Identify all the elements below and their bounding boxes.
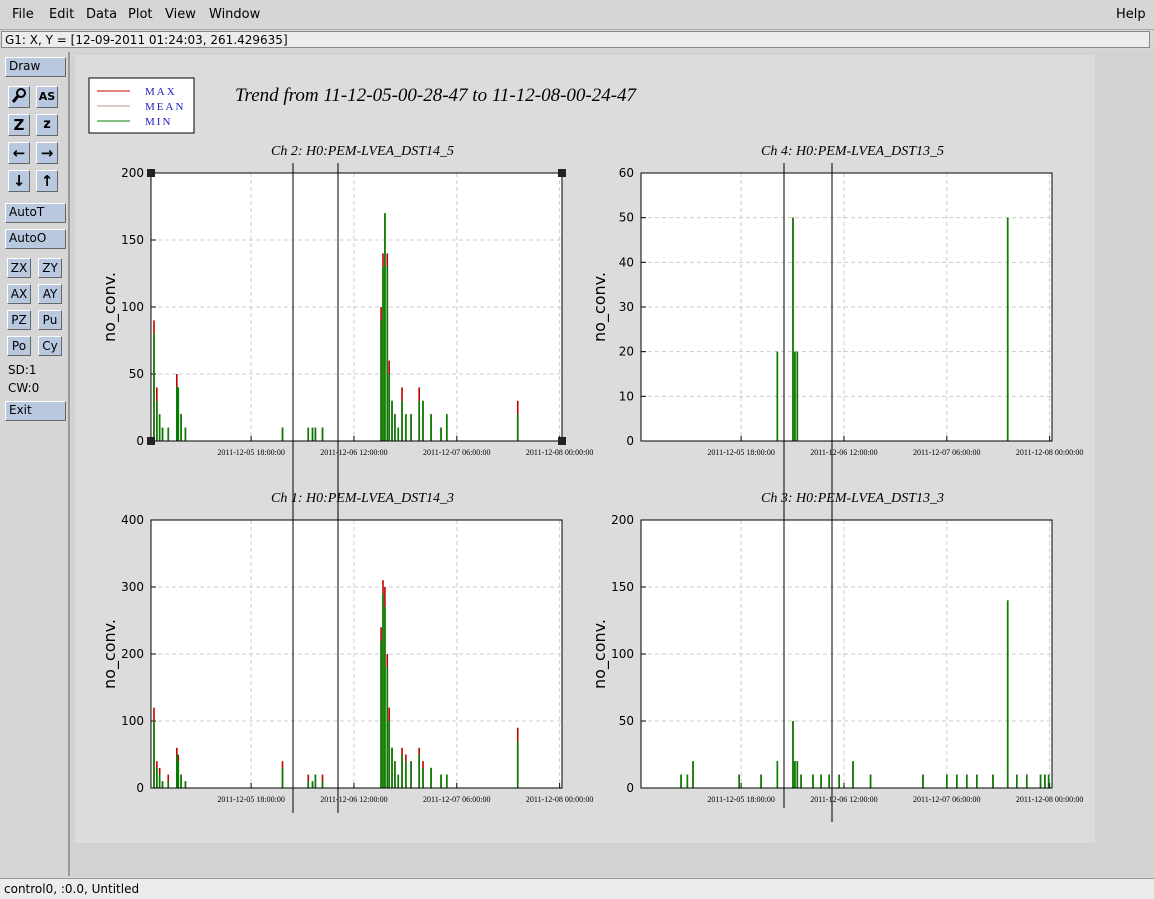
- small-button[interactable]: PZ: [7, 310, 31, 330]
- x-tick-label: 2011-12-08 00:00:00: [526, 448, 593, 457]
- small-button[interactable]: ZY: [38, 258, 62, 278]
- y-tick-label: 150: [121, 233, 144, 247]
- x-tick-label: 2011-12-07 06:00:00: [913, 795, 980, 804]
- icon-button[interactable]: ←: [8, 142, 30, 164]
- y-axis-label: no_conv.: [590, 619, 610, 689]
- y-tick-label: 100: [121, 714, 144, 728]
- auto-button[interactable]: AutoO: [5, 229, 66, 249]
- y-tick-label: 50: [129, 367, 144, 381]
- auto-button[interactable]: AutoT: [5, 203, 66, 223]
- y-tick-label: 10: [619, 389, 634, 403]
- plot-canvas: MAX MEAN MIN Trend from 11-12-05-00-28-47 …: [88, 77, 1084, 822]
- y-tick-label: 400: [121, 513, 144, 527]
- magnifier-icon: [11, 88, 26, 103]
- small-button[interactable]: ZX: [7, 258, 31, 278]
- x-tick-label: 2011-12-06 12:00:00: [320, 448, 387, 457]
- y-tick-label: 40: [619, 255, 634, 269]
- menu-item[interactable]: Data: [86, 7, 118, 22]
- y-axis-label: no_conv.: [590, 272, 610, 342]
- x-tick-label: 2011-12-08 00:00:00: [1016, 448, 1083, 457]
- chart-title: Ch 3: H0:PEM-LVEA_DST13_3: [761, 491, 944, 506]
- y-tick-label: 200: [121, 166, 144, 180]
- small-button[interactable]: AY: [38, 284, 62, 304]
- draw-button[interactable]: Draw: [5, 57, 66, 77]
- small-button[interactable]: Pu: [38, 310, 62, 330]
- menu-bar: File Edit Data Plot View Window Help: [0, 0, 1154, 30]
- x-tick-label: 2011-12-06 12:00:00: [810, 448, 877, 457]
- y-tick-label: 150: [611, 580, 634, 594]
- menu-item[interactable]: Window: [209, 7, 261, 22]
- y-tick-label: 0: [626, 434, 634, 448]
- y-tick-label: 20: [619, 345, 634, 359]
- footer: control0, :0.0, Untitled: [0, 878, 1154, 899]
- x-tick-label: 2011-12-08 00:00:00: [1016, 795, 1083, 804]
- x-tick-label: 2011-12-05 18:00:00: [707, 795, 774, 804]
- y-axis-label: no_conv.: [100, 619, 120, 689]
- x-tick-label: 2011-12-05 18:00:00: [217, 795, 284, 804]
- legend-label: MEAN: [145, 101, 185, 113]
- info-label: CW:0: [8, 381, 40, 395]
- icon-button[interactable]: ↓: [8, 170, 30, 192]
- x-tick-label: 2011-12-07 06:00:00: [423, 795, 490, 804]
- y-tick-label: 200: [121, 647, 144, 661]
- icon-button[interactable]: AS: [36, 86, 58, 108]
- y-tick-label: 0: [136, 781, 144, 795]
- x-tick-label: 2011-12-08 00:00:00: [526, 795, 593, 804]
- plot-border: [150, 519, 563, 789]
- y-tick-label: 100: [611, 647, 634, 661]
- plot-border: [640, 519, 1053, 789]
- y-tick-label: 60: [619, 166, 634, 180]
- icon-button[interactable]: Z: [8, 114, 30, 136]
- y-tick-label: 50: [619, 714, 634, 728]
- x-tick-label: 2011-12-07 06:00:00: [913, 448, 980, 457]
- selection-handle: [558, 169, 566, 177]
- info-label: SD:1: [8, 363, 37, 377]
- x-tick-label: 2011-12-06 12:00:00: [810, 795, 877, 804]
- menu-item[interactable]: View: [165, 7, 196, 22]
- plot-border: [640, 172, 1053, 442]
- small-button[interactable]: Cy: [38, 336, 62, 356]
- zoom-icon-button[interactable]: [8, 86, 30, 108]
- y-tick-label: 0: [626, 781, 634, 795]
- menu-item[interactable]: Plot: [128, 7, 153, 22]
- legend-label: MAX: [145, 86, 177, 98]
- icon-button[interactable]: z: [36, 114, 58, 136]
- menu-item[interactable]: Edit: [49, 7, 75, 22]
- y-tick-label: 100: [121, 300, 144, 314]
- icon-button[interactable]: ↑: [36, 170, 58, 192]
- selection-handle: [147, 437, 155, 445]
- plot-border: [150, 172, 563, 442]
- menu-item[interactable]: Help: [1116, 7, 1146, 22]
- legend: MAX MEAN MIN: [88, 77, 195, 134]
- selection-handle: [147, 169, 155, 177]
- y-tick-label: 30: [619, 300, 634, 314]
- icon-button[interactable]: →: [36, 142, 58, 164]
- x-tick-label: 2011-12-07 06:00:00: [423, 448, 490, 457]
- y-tick-label: 0: [136, 434, 144, 448]
- exit-button[interactable]: Exit: [5, 401, 66, 421]
- menu-item[interactable]: File: [12, 7, 34, 22]
- chart-title: Ch 1: H0:PEM-LVEA_DST14_3: [271, 491, 454, 506]
- legend-label: MIN: [145, 116, 172, 128]
- small-button[interactable]: Po: [7, 336, 31, 356]
- x-tick-label: 2011-12-06 12:00:00: [320, 795, 387, 804]
- trend-title: Trend from 11-12-05-00-28-47 to 11-12-08…: [235, 85, 638, 106]
- y-axis-label: no_conv.: [100, 272, 120, 342]
- x-tick-label: 2011-12-05 18:00:00: [217, 448, 284, 457]
- toolbar: Draw AS Z z ← → ↓ ↑ AutoT AutoO ZX ZY AX…: [0, 52, 70, 876]
- selection-handle: [558, 437, 566, 445]
- y-tick-label: 50: [619, 211, 634, 225]
- chart-title: Ch 2: H0:PEM-LVEA_DST14_5: [271, 144, 454, 159]
- small-button[interactable]: AX: [7, 284, 31, 304]
- y-tick-label: 200: [611, 513, 634, 527]
- status-line: G1: X, Y = [12-09-2011 01:24:03, 261.429…: [1, 31, 1150, 48]
- y-tick-label: 300: [121, 580, 144, 594]
- x-tick-label: 2011-12-05 18:00:00: [707, 448, 774, 457]
- chart-title: Ch 4: H0:PEM-LVEA_DST13_5: [761, 144, 944, 159]
